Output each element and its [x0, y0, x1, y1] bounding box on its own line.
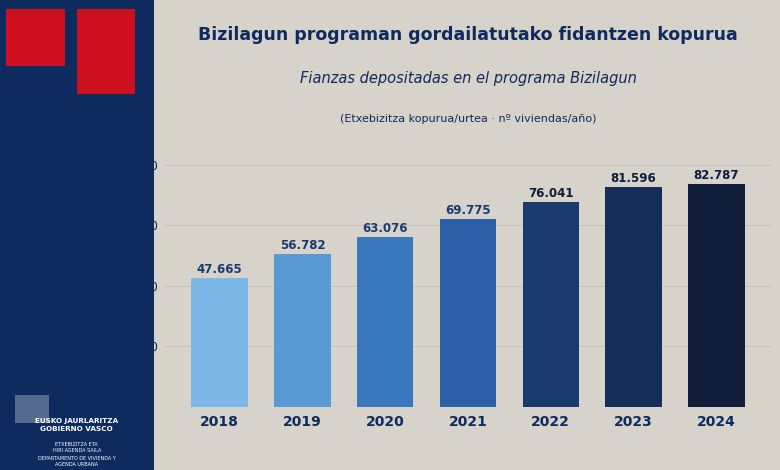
Bar [154, 0, 780, 470]
Bar [191, 278, 248, 407]
Text: ETXEBIZITZA ETA
HIRI AGENDA SAILA: ETXEBIZITZA ETA HIRI AGENDA SAILA [52, 442, 101, 453]
Bar [605, 187, 661, 407]
Text: DEPARTAMENTO DE VIVIENDA Y
AGENDA URBANA: DEPARTAMENTO DE VIVIENDA Y AGENDA URBANA [38, 456, 115, 467]
Bar [275, 254, 331, 407]
Text: Bizilagun programan gordailatutako fidantzen kopurua: Bizilagun programan gordailatutako fidan… [198, 26, 738, 44]
Bar [6, 9, 65, 66]
Text: (Etxebizitza kopurua/urtea · nº viviendas/año): (Etxebizitza kopurua/urtea · nº vivienda… [340, 114, 596, 124]
Text: 47.665: 47.665 [197, 264, 243, 276]
Text: 63.076: 63.076 [363, 222, 408, 235]
Text: 69.775: 69.775 [445, 204, 491, 217]
Text: 82.787: 82.787 [693, 169, 739, 182]
Text: 56.782: 56.782 [279, 239, 325, 252]
Bar [16, 395, 49, 423]
Bar [357, 237, 413, 407]
Bar [688, 184, 745, 407]
Bar [523, 202, 579, 407]
Text: Fianzas depositadas en el programa Bizilagun: Fianzas depositadas en el programa Bizil… [300, 71, 636, 86]
Bar [440, 219, 496, 407]
Text: 81.596: 81.596 [611, 172, 657, 185]
Bar [76, 9, 135, 94]
Text: 76.041: 76.041 [528, 187, 573, 200]
Text: EUSKO JAURLARITZA
GOBIERNO VASCO: EUSKO JAURLARITZA GOBIERNO VASCO [35, 418, 119, 432]
